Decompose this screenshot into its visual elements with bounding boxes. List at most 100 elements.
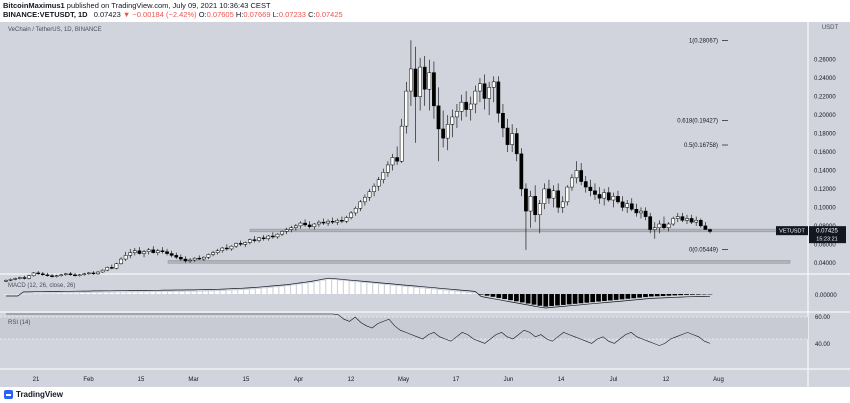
symbol-info: BINANCE:VETUSDT, 1D 0.07423 ▼ −0.00184 (… bbox=[3, 10, 343, 19]
macd-bar bbox=[660, 294, 666, 296]
candle-up bbox=[671, 218, 676, 225]
candle-down bbox=[321, 221, 326, 224]
candle-up bbox=[312, 223, 317, 228]
candle-down bbox=[643, 210, 648, 217]
macd-line bbox=[6, 277, 711, 309]
macd-bar bbox=[338, 280, 343, 294]
candle-up bbox=[399, 125, 404, 162]
support-zone bbox=[249, 228, 806, 233]
fib-level-label: 1(0.28067) bbox=[689, 39, 718, 45]
macd-bar bbox=[332, 280, 337, 294]
macd-bar bbox=[543, 294, 549, 307]
macd-bar bbox=[109, 292, 114, 294]
macd-bar bbox=[326, 279, 332, 294]
macd-bar bbox=[244, 289, 249, 294]
tradingview-logo[interactable]: TradingView bbox=[4, 390, 63, 399]
candle-up bbox=[625, 203, 630, 208]
macd-bar bbox=[349, 281, 355, 294]
macd-bar bbox=[654, 294, 660, 297]
publish-info: BitcoinMaximus1 published on TradingView… bbox=[3, 1, 271, 10]
macd-bar bbox=[449, 291, 455, 294]
price-chart-svg[interactable]: VeChain / TetherUS, 1D, BINANCE USDT MAC… bbox=[0, 22, 850, 387]
candle-up bbox=[639, 210, 643, 214]
macd-bar bbox=[208, 291, 214, 294]
footer: TradingView bbox=[0, 387, 850, 403]
candle-up bbox=[248, 239, 252, 243]
candle-down bbox=[616, 196, 620, 203]
candle-down bbox=[36, 272, 41, 275]
candle-down bbox=[169, 253, 174, 256]
candle-up bbox=[602, 192, 607, 199]
macd-bar bbox=[437, 290, 443, 294]
macd-bar bbox=[62, 293, 68, 294]
candle-up bbox=[487, 87, 491, 99]
macd-bar bbox=[74, 293, 79, 294]
candle-up bbox=[611, 196, 616, 201]
candle-up bbox=[565, 186, 570, 203]
chart-area[interactable]: VeChain / TetherUS, 1D, BINANCE USDT MAC… bbox=[0, 22, 850, 387]
macd-bar bbox=[314, 281, 320, 294]
support-zone bbox=[167, 260, 791, 264]
candle-up bbox=[551, 190, 556, 199]
x-tick-label: 15 bbox=[243, 377, 250, 383]
candle-down bbox=[261, 237, 266, 240]
candle-down bbox=[505, 127, 510, 145]
macd-bar bbox=[91, 292, 97, 294]
macd-bar bbox=[461, 292, 466, 294]
candle-down bbox=[91, 272, 96, 275]
candle-up bbox=[192, 257, 197, 261]
candle-up bbox=[13, 278, 18, 280]
macd-bar bbox=[508, 294, 513, 301]
candle-up bbox=[114, 263, 119, 269]
candle-down bbox=[606, 192, 611, 201]
candle-up bbox=[188, 259, 192, 262]
macd-bar bbox=[695, 294, 701, 295]
macd-bar bbox=[613, 294, 619, 300]
macd-bar bbox=[97, 292, 103, 294]
candle-up bbox=[459, 101, 464, 112]
macd-bar bbox=[68, 293, 73, 294]
candle-down bbox=[422, 66, 427, 90]
macd-bar bbox=[355, 282, 361, 294]
macd-bar bbox=[79, 293, 85, 294]
macd-bar bbox=[584, 294, 590, 303]
candle-down bbox=[45, 274, 50, 276]
macd-bar bbox=[472, 293, 478, 294]
macd-bar bbox=[115, 292, 120, 294]
candle-down bbox=[197, 257, 202, 260]
macd-bar bbox=[678, 294, 684, 296]
candle-down bbox=[73, 274, 77, 276]
macd-bar bbox=[402, 286, 408, 294]
y-tick-label: 0.12000 bbox=[814, 187, 836, 193]
chart-title: VeChain / TetherUS, 1D, BINANCE bbox=[8, 27, 102, 33]
candle-up bbox=[82, 273, 87, 276]
x-tick-label: Jun bbox=[504, 377, 514, 383]
author-name[interactable]: BitcoinMaximus1 bbox=[3, 1, 65, 10]
macd-label: MACD (12, 26, close, 26) bbox=[8, 283, 75, 289]
macd-bar bbox=[666, 294, 672, 296]
macd-bar bbox=[103, 292, 109, 294]
candle-up bbox=[560, 201, 565, 208]
c-label: C: bbox=[308, 10, 316, 19]
macd-bar bbox=[214, 291, 220, 294]
x-tick-label: Aug bbox=[713, 377, 724, 383]
macd-bar bbox=[226, 290, 232, 294]
x-tick-label: 12 bbox=[663, 377, 670, 383]
rsi-label: RSI (14) bbox=[8, 320, 30, 326]
candle-up bbox=[63, 273, 68, 276]
candle-down bbox=[413, 68, 418, 97]
macd-bar bbox=[408, 287, 414, 294]
macd-bar bbox=[555, 294, 560, 306]
symbol-label: BINANCE:VETUSDT, 1D bbox=[3, 10, 88, 19]
candle-up bbox=[574, 170, 579, 179]
candle-up bbox=[652, 227, 657, 230]
candle-up bbox=[77, 274, 82, 276]
candle-up bbox=[284, 229, 289, 232]
low-value: 0.07233 bbox=[278, 10, 306, 19]
last-price-symbol-tag bbox=[776, 226, 808, 236]
candle-up bbox=[206, 254, 211, 258]
macd-bar bbox=[343, 281, 349, 294]
high-value: 0.07669 bbox=[243, 10, 271, 19]
y-tick-label: 0.26000 bbox=[814, 58, 836, 64]
candle-down bbox=[151, 249, 156, 253]
